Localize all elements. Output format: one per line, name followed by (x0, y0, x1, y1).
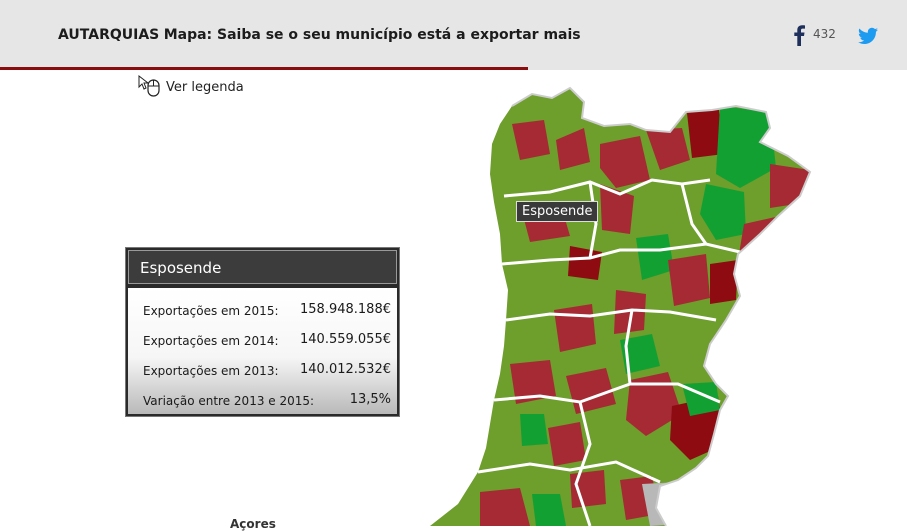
facebook-share-count: 432 (813, 27, 836, 41)
row-value: 13,5% (349, 392, 391, 407)
article-title: Mapa: Saiba se o seu município está a ex… (163, 27, 581, 43)
header-bar: AUTARQUIAS Mapa: Saiba se o seu municípi… (0, 0, 907, 70)
exports-2013-row: Exportações em 2013: 140.012.532€ (143, 362, 391, 382)
facebook-icon[interactable] (792, 24, 806, 46)
panel-title: Esposende (140, 259, 222, 277)
map-hover-label: Esposende (516, 201, 599, 222)
section-label: AUTARQUIAS (58, 27, 160, 43)
row-label: Exportações em 2014: (143, 334, 279, 348)
panel-header: Esposende (128, 250, 397, 284)
municipality-info-panel: Esposende Exportações em 2015: 158.948.1… (125, 247, 400, 417)
twitter-icon[interactable] (858, 27, 878, 45)
portugal-municipality-map[interactable] (420, 84, 840, 526)
row-label: Exportações em 2015: (143, 304, 279, 318)
legend-link-label: Ver legenda (166, 80, 244, 95)
map-outline (511, 86, 812, 526)
variation-row: Variação entre 2013 e 2015: 13,5% (143, 392, 391, 412)
row-label: Exportações em 2013: (143, 364, 279, 378)
exports-2014-row: Exportações em 2014: 140.559.055€ (143, 332, 391, 352)
mouse-icon (138, 74, 160, 97)
header-accent-line (0, 67, 528, 70)
row-value: 140.559.055€ (300, 332, 391, 347)
district-borders (477, 178, 741, 526)
azores-label: Açores (230, 517, 276, 531)
row-label: Variação entre 2013 e 2015: (143, 394, 315, 408)
page-title: AUTARQUIAS Mapa: Saiba se o seu municípi… (58, 27, 581, 43)
panel-body: Exportações em 2015: 158.948.188€ Export… (128, 288, 397, 414)
row-value: 158.948.188€ (300, 302, 391, 317)
row-value: 140.012.532€ (300, 362, 391, 377)
exports-2015-row: Exportações em 2015: 158.948.188€ (143, 302, 391, 322)
